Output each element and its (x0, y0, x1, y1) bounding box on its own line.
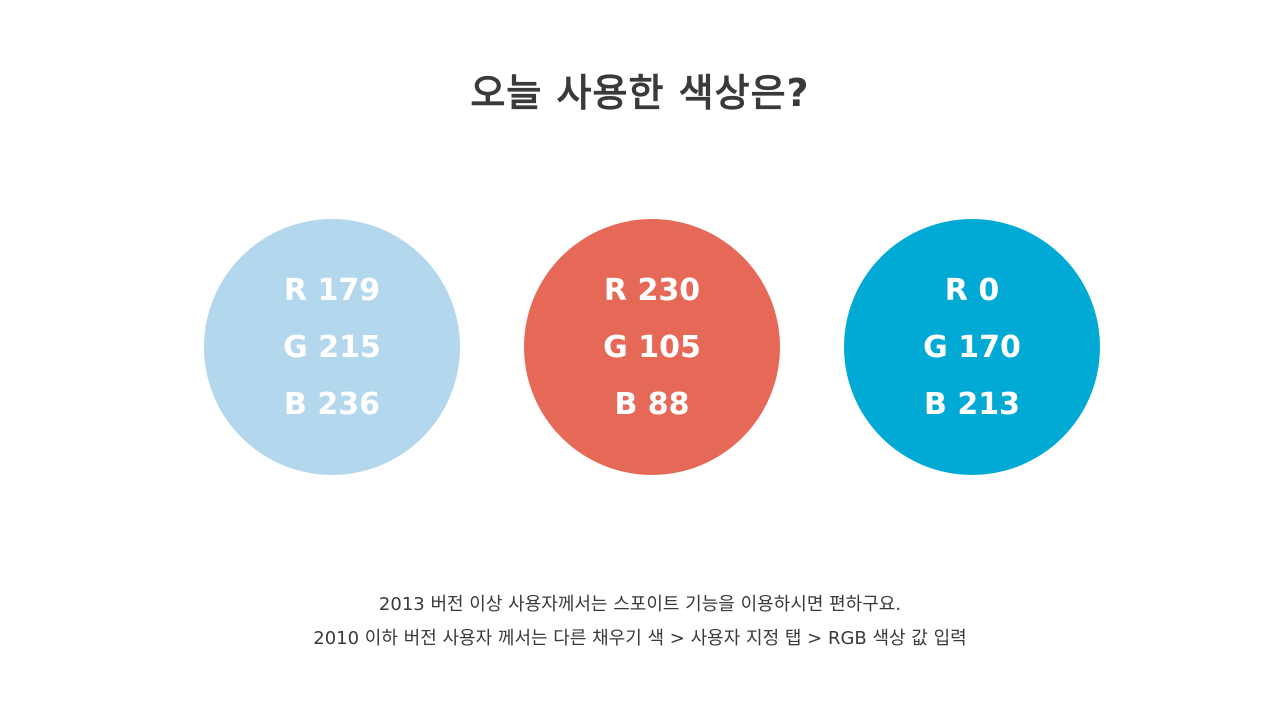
page-title: 오늘 사용한 색상은? (470, 71, 810, 115)
color-swatch-cyan: R 0 G 170 B 213 (844, 219, 1100, 475)
note-custom-rgb: 2010 이하 버전 사용자 께서는 다른 채우기 색 > 사용자 지정 탭 >… (313, 628, 967, 649)
red-value: R 179 (283, 272, 381, 308)
color-swatch-light-blue: R 179 G 215 B 236 (204, 219, 460, 475)
blue-value: B 88 (614, 386, 690, 422)
red-value: R 230 (603, 272, 701, 308)
blue-value: B 236 (284, 386, 380, 422)
green-value: G 170 (923, 329, 1021, 365)
green-value: G 105 (603, 329, 701, 365)
blue-value: B 213 (924, 386, 1020, 422)
color-swatch-coral: R 230 G 105 B 88 (524, 219, 780, 475)
green-value: G 215 (283, 329, 381, 365)
note-eyedropper: 2013 버전 이상 사용자께서는 스포이트 기능을 이용하시면 편하구요. (378, 594, 902, 615)
red-value: R 0 (944, 272, 1000, 308)
